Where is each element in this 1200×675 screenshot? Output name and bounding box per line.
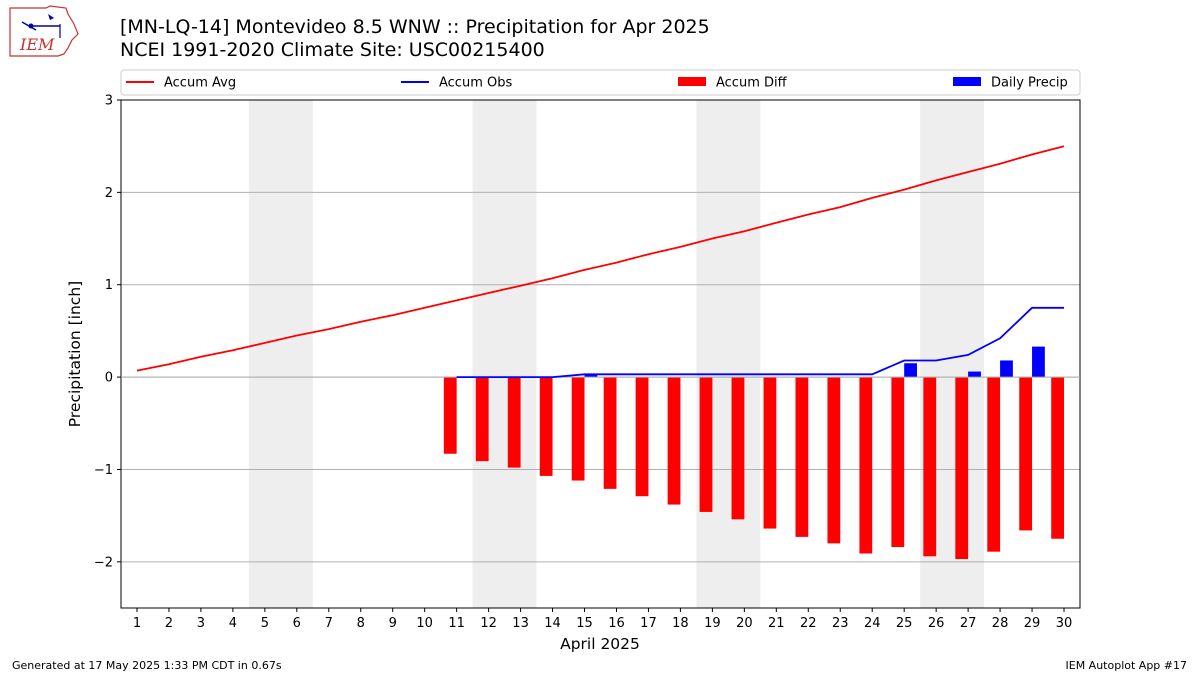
x-tick-label: 4 (229, 616, 237, 631)
daily-precip-bar (1032, 346, 1045, 378)
iem-logo: IEM (9, 5, 79, 57)
accum-obs-line (456, 306, 1064, 379)
x-tick-label: 29 (1024, 616, 1041, 631)
accum-diff-bar (1019, 377, 1033, 531)
x-tick-label: 25 (896, 616, 913, 631)
accum-diff-bar (1051, 377, 1065, 539)
accum-diff-bar (795, 377, 809, 537)
y-tick-label: −1 (94, 463, 113, 478)
x-tick-label: 20 (736, 616, 753, 631)
accum-diff-bar (923, 377, 937, 557)
accum-diff-bar (955, 377, 969, 560)
accum-diff-bar (763, 377, 777, 529)
y-tick-label: −2 (94, 555, 113, 570)
weekend-shade (472, 100, 537, 608)
y-tick-label: 1 (105, 278, 113, 293)
x-tick-label: 8 (357, 616, 365, 631)
x-tick-label: 27 (960, 616, 977, 631)
weekend-shade (696, 100, 761, 608)
accum-diff-bar (571, 377, 585, 481)
generated-timestamp: Generated at 17 May 2025 1:33 PM CDT in … (12, 659, 282, 672)
plot-frame (120, 99, 1081, 609)
app-credit: IEM Autoplot App #17 (1065, 659, 1188, 672)
y-tick-label: 3 (105, 94, 113, 109)
x-tick-label: 13 (512, 616, 529, 631)
accum-diff-bar (891, 377, 905, 548)
x-tick-label: 12 (480, 616, 497, 631)
accum-diff-bar (699, 377, 713, 512)
x-tick-label: 10 (416, 616, 433, 631)
x-tick-label: 23 (832, 616, 849, 631)
accum-diff-bar (539, 377, 553, 476)
legend-daily-precip-label: Daily Precip (991, 76, 1068, 91)
x-tick-label: 26 (928, 616, 945, 631)
x-tick-label: 30 (1056, 616, 1073, 631)
legend-daily-precip-swatch (953, 77, 981, 86)
x-tick-label: 21 (768, 616, 785, 631)
accum-diff-bar (987, 377, 1001, 552)
accum-diff-bar (667, 377, 681, 505)
legend-accum-diff-label: Accum Diff (716, 76, 788, 91)
x-tick-label: 22 (800, 616, 817, 631)
x-tick-label: 24 (864, 616, 881, 631)
daily-precip-bar (1000, 360, 1013, 378)
chart-title: [MN-LQ-14] Montevideo 8.5 WNW :: Precipi… (120, 16, 710, 38)
daily-precip-bar (968, 371, 981, 378)
accum-diff-bar (507, 377, 521, 468)
weekend-shade (248, 100, 313, 608)
x-tick-label: 19 (704, 616, 721, 631)
accum-avg-line (136, 145, 1065, 372)
legend-frame (120, 69, 1081, 96)
accum-diff-bar (859, 377, 873, 554)
accum-diff-bar (603, 377, 617, 489)
x-tick-label: 28 (992, 616, 1009, 631)
y-axis-label: Precipitation [inch] (66, 281, 84, 427)
x-tick-label: 5 (261, 616, 269, 631)
x-tick-label: 3 (197, 616, 205, 631)
y-tick-label: 0 (105, 371, 113, 386)
x-axis-label: April 2025 (560, 635, 640, 653)
logo-text: IEM (19, 35, 55, 54)
daily-precip-bar (904, 363, 917, 378)
x-tick-label: 2 (165, 616, 173, 631)
x-tick-label: 7 (325, 616, 333, 631)
x-tick-label: 14 (544, 616, 561, 631)
y-tick-label: 2 (105, 186, 113, 201)
daily-precip-bar (584, 374, 598, 378)
chart-subtitle: NCEI 1991-2020 Climate Site: USC00215400 (120, 39, 545, 61)
x-tick-label: 16 (608, 616, 625, 631)
accum-diff-bar (475, 377, 489, 462)
accum-diff-bar (443, 377, 457, 454)
x-tick-label: 15 (576, 616, 593, 631)
x-tick-label: 1 (133, 616, 141, 631)
x-tick-label: 9 (389, 616, 397, 631)
accum-diff-bar (827, 377, 841, 544)
x-tick-label: 18 (672, 616, 689, 631)
x-tick-label: 11 (448, 616, 465, 631)
legend-accum-obs-label: Accum Obs (439, 76, 512, 91)
x-tick-label: 6 (293, 616, 301, 631)
accum-diff-bar (731, 377, 745, 520)
x-tick-label: 17 (640, 616, 657, 631)
legend-accum-avg-label: Accum Avg (164, 76, 236, 91)
legend-accum-diff-swatch (678, 77, 706, 86)
accum-diff-bar (635, 377, 649, 497)
